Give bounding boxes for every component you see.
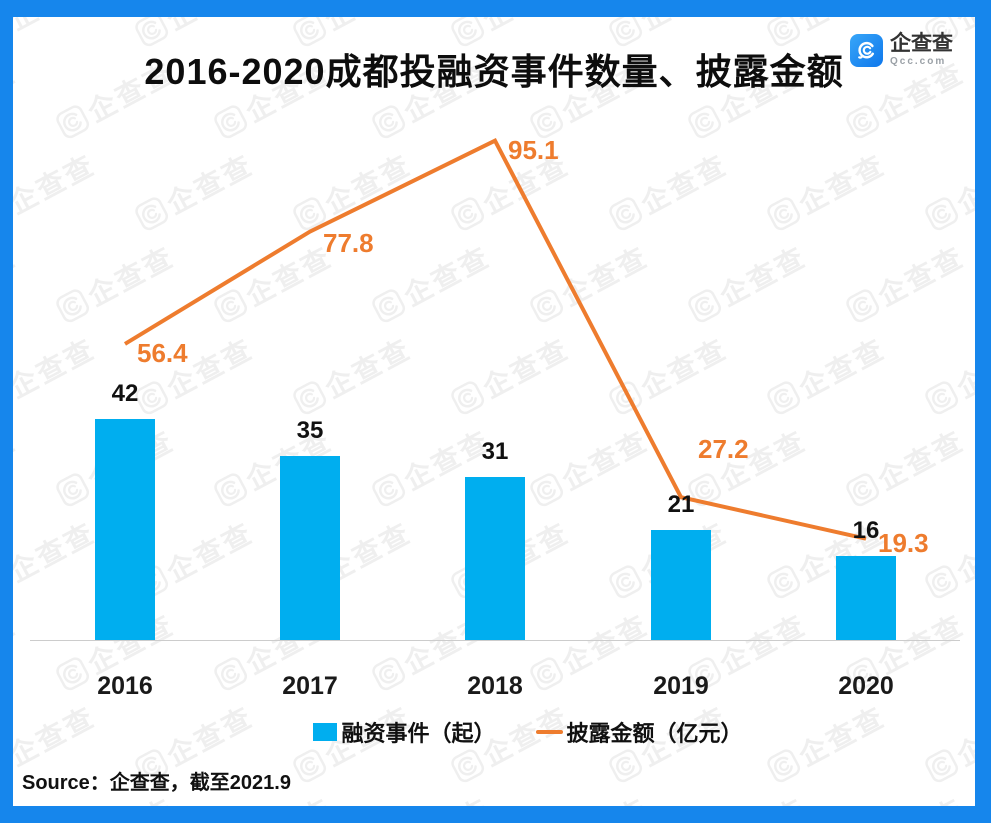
amount-line bbox=[123, 138, 867, 541]
line-series-svg bbox=[123, 138, 867, 541]
qcc-logo-text: 企查查 Qcc.com bbox=[890, 33, 953, 67]
legend-label: 披露金额（亿元） bbox=[566, 721, 743, 746]
x-axis-line bbox=[30, 640, 960, 641]
bar-value-label: 16 bbox=[852, 517, 880, 544]
legend-item-amount: 披露金额（亿元） bbox=[535, 716, 743, 748]
bar-value-label: 42 bbox=[111, 380, 139, 407]
source-note: Source：企查查，截至2021.9 bbox=[22, 772, 291, 794]
bar-2016 bbox=[95, 419, 155, 640]
qcc-spiral-icon bbox=[857, 41, 874, 59]
bar-value-label: 21 bbox=[667, 491, 695, 518]
chart-title: 2016-2020成都投融资事件数量、披露金额 bbox=[144, 51, 844, 92]
bar-2017 bbox=[280, 456, 340, 640]
line-value-label: 19.3 bbox=[878, 527, 929, 558]
line-value-label: 56.4 bbox=[137, 337, 188, 368]
x-axis-tick-2017: 2017 bbox=[282, 672, 338, 700]
plot-area: 42 2016 35 2017 31 2018 21 2019 16 2020 56.4 77.8 95… bbox=[13, 17, 975, 806]
x-axis-tick-2020: 2020 bbox=[838, 672, 894, 700]
qcc-logo-icon bbox=[850, 33, 883, 67]
qcc-logo-domain: Qcc.com bbox=[890, 56, 947, 67]
bar-value-label: 35 bbox=[296, 417, 324, 444]
x-axis-tick-2019: 2019 bbox=[653, 672, 709, 700]
bar-2019 bbox=[651, 530, 711, 640]
chart-card: 企查查 企查查 企查查 企查查 企查查 企查查 企查查 企查查 企查查 企查查 企查查 企查查 企查查企… bbox=[13, 17, 975, 806]
bar-value-label: 31 bbox=[481, 438, 509, 465]
legend-bar-swatch bbox=[313, 723, 338, 741]
legend-item-events: 融资事件（起） bbox=[313, 716, 496, 748]
legend: 融资事件（起） 披露金额（亿元） bbox=[47, 716, 975, 748]
line-value-label: 27.2 bbox=[698, 434, 749, 465]
line-value-label: 77.8 bbox=[323, 227, 374, 258]
line-value-label: 95.1 bbox=[508, 134, 559, 165]
bar-2020 bbox=[836, 556, 896, 640]
legend-line-swatch bbox=[535, 730, 563, 734]
x-axis-tick-2016: 2016 bbox=[97, 672, 153, 700]
bar-2018 bbox=[465, 477, 525, 640]
qcc-logo: 企查查 Qcc.com bbox=[850, 33, 953, 67]
qcc-logo-name: 企查查 bbox=[890, 32, 953, 55]
legend-label: 融资事件（起） bbox=[341, 721, 496, 746]
x-axis-tick-2018: 2018 bbox=[467, 672, 523, 700]
